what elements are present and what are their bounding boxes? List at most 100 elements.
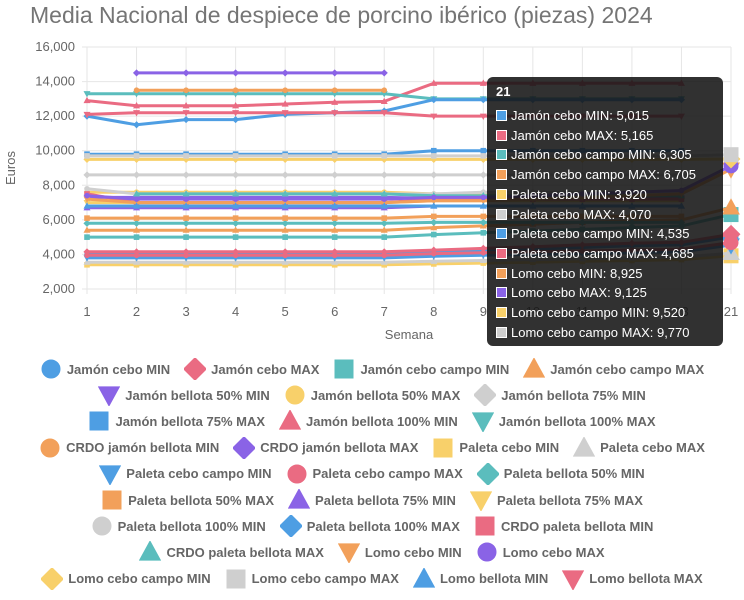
legend-label: CRDO paleta bellota MAX [166,544,324,560]
tooltip-row-text: Jamón cebo MIN: 5,015 [511,108,650,123]
legend-marker [475,516,495,536]
legend-label: Lomo bellota MIN [439,571,549,587]
tooltip-row: Lomo cebo MIN: 8,925 [496,266,643,281]
data-point [331,215,338,221]
tooltip-row-text: Lomo cebo campo MAX: 9,770 [511,324,690,340]
y-tick-label: 8,000 [42,177,75,192]
legend-item[interactable]: Paleta bellota 50% MAX [101,489,274,511]
data-point [331,258,339,265]
legend-label: Jamón bellota 75% MAX [115,413,266,429]
legend-item[interactable]: CRDO jamón bellota MIN [39,437,219,459]
legend-item[interactable]: Jamón bellota 50% MAX [284,384,461,406]
legend-item[interactable]: Paleta cebo campo MIN [99,463,272,485]
legend-row: Jamón bellota 50% MIN Jamón bellota 50% M… [0,382,744,408]
legend-item[interactable]: Jamón bellota 50% MIN [98,384,270,407]
legend-item[interactable]: CRDO paleta bellota MAX [139,541,324,563]
legend-marker [184,358,207,381]
legend-row: Paleta bellota 50% MAX Paleta bellota 75%… [0,487,744,513]
legend-item[interactable]: Lomo cebo MAX [476,541,605,563]
legend-marker [477,542,497,562]
data-point [331,202,339,209]
legend-item[interactable]: Jamón bellota 100% MIN [279,410,458,432]
legend-marker [334,359,354,379]
legend-item[interactable]: Paleta bellota 75% MAX [469,489,643,512]
legend-item[interactable]: Paleta bellota 100% MAX [279,515,460,538]
data-point [133,101,141,109]
triangle-down-icon [99,465,122,485]
data-point [84,215,90,221]
circle-icon [287,464,307,484]
legend-label: Lomo cebo MAX [502,544,605,560]
legend-row: Jamón bellota 75% MAX Jamón bellota 100% … [0,408,744,434]
data-point [281,202,289,209]
legend-marker [99,465,122,485]
legend-item[interactable]: Jamón bellota 100% MAX [471,410,656,433]
data-point [232,69,240,77]
y-tick-label: 6,000 [42,212,75,227]
legend-marker [98,386,121,407]
data-point [380,219,388,227]
legend-label: CRDO paleta bellota MIN [500,518,654,534]
legend-item[interactable]: Jamón bellota 75% MIN [474,384,646,407]
data-point [183,234,189,240]
x-tick-label: 2 [133,304,140,319]
data-point [480,194,487,201]
data-point [381,252,388,259]
square-icon [433,438,453,458]
data-point [182,69,190,77]
y-axis-ticks: 2,000 4,000 6,000 8,000 10,000 12,000 14,000 16… [35,39,75,296]
legend-item[interactable]: Paleta bellota 75% MIN [288,489,456,511]
legend-marker [471,412,494,433]
legend-label: Lomo bellota MAX [589,571,703,587]
legend-item[interactable]: Lomo cebo campo MAX [225,568,399,590]
data-point [132,171,141,179]
triangle-icon [279,410,302,431]
data-point [83,91,91,98]
legend-item[interactable]: CRDO paleta bellota MIN [474,515,653,537]
legend-item[interactable]: CRDO jamón bellota MAX [233,436,418,459]
legend-marker [40,438,60,458]
legend-item[interactable]: Lomo cebo campo MIN [41,567,211,590]
data-point [83,219,91,227]
legend-marker [285,385,305,405]
data-point [480,213,487,220]
legend-item[interactable]: Lomo cebo MIN [337,541,462,564]
legend-item[interactable]: Paleta bellota 100% MIN [91,515,266,537]
data-point [232,171,240,179]
legend-item[interactable]: Jamón cebo campo MIN [333,358,509,380]
data-point [281,226,289,233]
data-point [331,219,339,227]
legend-label: Jamón bellota 50% MIN [125,387,270,403]
legend-item[interactable]: Paleta cebo campo MAX [286,463,463,485]
tooltip-swatch [496,208,507,220]
series [133,87,388,94]
legend-item[interactable]: Jamón bellota 75% MAX [88,410,265,432]
triangle-icon [139,541,162,562]
data-point [232,234,239,240]
legend-item[interactable]: Jamón cebo campo MAX [523,358,704,380]
triangle-down-icon [337,543,360,564]
data-point [479,79,487,86]
data-point [83,226,91,233]
square-icon [89,411,109,431]
diamond-icon [279,515,302,538]
data-point [479,171,487,179]
legend-item[interactable]: Lomo bellota MIN [412,567,549,590]
legend-item[interactable]: Paleta cebo MAX [573,436,705,459]
data-point [282,234,288,240]
legend-item[interactable]: Paleta cebo MIN [432,437,559,459]
x-axis-label: Semana [385,327,434,342]
legend-marker [102,490,122,510]
data-point [133,190,141,197]
data-point [133,110,141,117]
data-point [133,196,140,202]
data-point [381,87,388,94]
legend-item[interactable]: Jamón cebo MAX [184,358,319,381]
legend-label: Jamón bellota 50% MAX [310,387,461,403]
legend-item[interactable]: Lomo bellota MAX [562,568,703,590]
legend-item[interactable]: Paleta bellota 50% MIN [476,462,645,485]
tooltip-swatch [496,110,507,121]
legend: Jamón cebo MIN Jamón cebo MAX Jamón cebo c… [0,356,744,592]
legend-item[interactable]: Jamón cebo MIN [40,358,170,380]
tooltip-row: Paleta cebo MIN: 3,920 [496,187,647,202]
